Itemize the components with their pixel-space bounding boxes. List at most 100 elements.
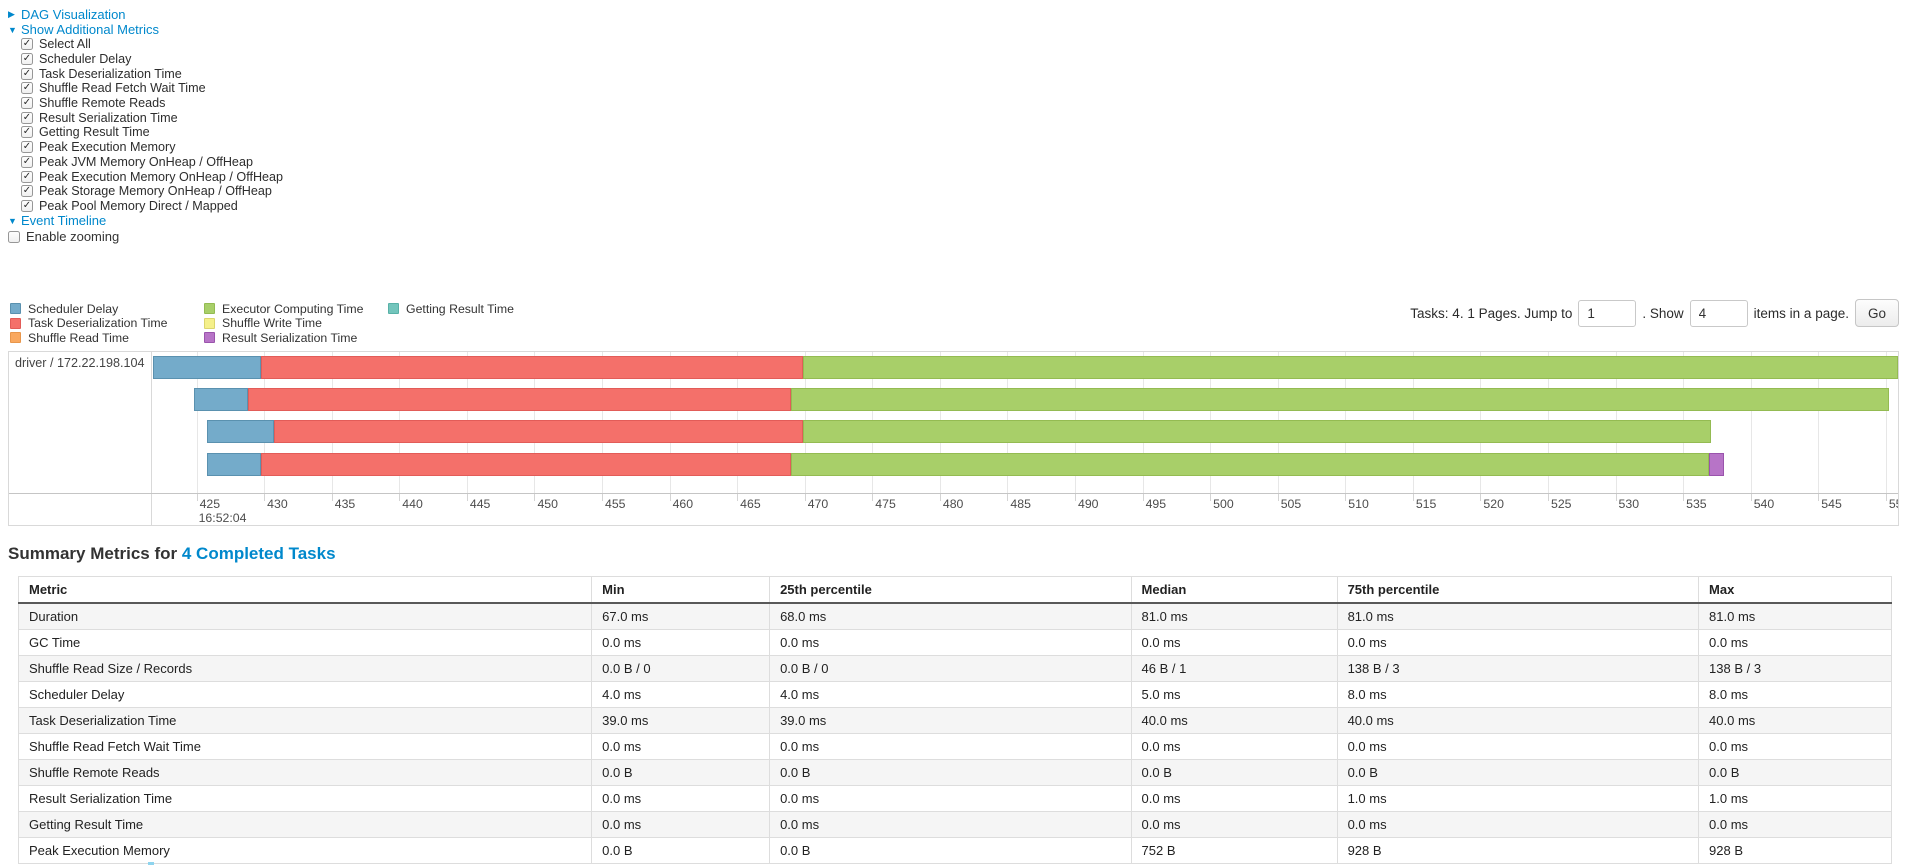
show-additional-metrics-toggle[interactable]: ▼ Show Additional Metrics (8, 22, 1899, 37)
timeline-group-label: driver / 172.22.198.104 (9, 352, 152, 494)
metric-option[interactable]: ✓ Getting Result Time (21, 125, 1899, 140)
metric-option-label: Shuffle Read Fetch Wait Time (39, 81, 206, 96)
metric-option[interactable]: ✓ Task Deserialization Time (21, 66, 1899, 81)
metric-checkbox[interactable]: ✓ (21, 111, 33, 124)
metric-value-cell: 0.0 B (591, 759, 771, 787)
metric-value-cell: 40.0 ms (1698, 707, 1892, 735)
timeline-segment-executor-computing[interactable] (803, 355, 1898, 379)
legend-swatch-result-serialization (204, 332, 215, 344)
metric-checkbox[interactable]: ✓ (21, 82, 33, 95)
completed-tasks-link[interactable]: 4 Completed Tasks (181, 544, 336, 564)
dag-visualization-label: DAG Visualization (21, 7, 126, 22)
metric-value-cell: 8.0 ms (1336, 681, 1700, 709)
timeline-segment-scheduler-delay[interactable] (153, 355, 262, 379)
axis-tick (872, 494, 874, 502)
show-count-input[interactable] (1689, 299, 1748, 327)
axis-tick (1277, 494, 1279, 502)
legend-swatch-shuffle-write (204, 317, 215, 329)
timeline-segment-scheduler-delay[interactable] (193, 387, 248, 411)
axis-tick (264, 494, 266, 502)
timeline-segment-executor-computing[interactable] (803, 420, 1712, 444)
metric-checkbox[interactable]: ✓ (21, 199, 33, 212)
axis-tick-label: 485 (1010, 497, 1031, 512)
summary-title-text: Summary Metrics for (8, 544, 178, 564)
enable-zooming-checkbox[interactable] (8, 230, 20, 243)
metric-value-cell: 0.0 ms (591, 811, 771, 839)
timeline-segment-task-deserialization[interactable] (261, 452, 792, 476)
table-header-cell: 25th percentile (769, 576, 1132, 605)
metrics-checkbox-list: ✓ Select All ✓ Scheduler Delay ✓ Task Deseria… (8, 37, 1899, 213)
legend-item: Scheduler Delay (8, 301, 202, 316)
metric-checkbox[interactable]: ✓ (21, 155, 33, 168)
metric-option[interactable]: ✓ Shuffle Remote Reads (21, 96, 1899, 111)
metric-name-cell: Shuffle Remote Reads (17, 759, 593, 787)
legend-item: Shuffle Read Time (8, 330, 202, 345)
event-timeline-chart: driver / 172.22.198.104 425 430 435 440 445 4… (8, 351, 1899, 527)
metric-value-cell: 0.0 ms (1130, 733, 1338, 761)
timeline-segment-result-serialization[interactable] (1709, 452, 1725, 476)
timeline-gridline (1750, 352, 1752, 494)
table-header-cell: Metric (17, 576, 593, 605)
metric-option[interactable]: ✓ Result Serialization Time (21, 110, 1899, 125)
metric-checkbox[interactable]: ✓ (21, 170, 33, 183)
metric-value-cell: 1.0 ms (1698, 785, 1892, 813)
timeline-segment-task-deserialization[interactable] (274, 420, 804, 444)
enable-zooming-row[interactable]: Enable zooming (8, 229, 1899, 244)
metric-value-cell: 0.0 B / 0 (591, 655, 771, 683)
axis-tick (1885, 494, 1887, 502)
go-button[interactable]: Go (1854, 299, 1899, 328)
metric-name-cell: Task Deserialization Time (17, 707, 593, 735)
legend-label: Shuffle Read Time (28, 330, 129, 345)
legend-label: Task Deserialization Time (28, 316, 168, 331)
legend-swatch-scheduler-delay (10, 303, 21, 315)
metric-name-cell: Shuffle Read Fetch Wait Time (17, 733, 593, 761)
axis-tick (1345, 494, 1347, 502)
metric-checkbox[interactable]: ✓ (21, 97, 33, 110)
event-timeline-label: Event Timeline (21, 213, 107, 229)
metric-option[interactable]: ✓ Select All (21, 37, 1899, 52)
metric-checkbox[interactable]: ✓ (21, 38, 33, 51)
metric-option[interactable]: ✓ Peak Storage Memory OnHeap / OffHeap (21, 184, 1899, 199)
show-additional-metrics-label: Show Additional Metrics (21, 22, 160, 37)
table-header-cell: 75th percentile (1336, 576, 1700, 605)
axis-tick (1818, 494, 1820, 502)
dag-visualization-toggle[interactable]: ▶ DAG Visualization (8, 7, 1899, 22)
metric-value-cell: 0.0 ms (1336, 629, 1700, 657)
metric-value-cell: 4.0 ms (591, 681, 771, 709)
metric-checkbox[interactable]: ✓ (21, 126, 33, 139)
timeline-segment-scheduler-delay[interactable] (207, 452, 262, 476)
metric-value-cell: 0.0 ms (769, 811, 1132, 839)
axis-tick (1547, 494, 1549, 502)
metric-option[interactable]: ✓ Peak Pool Memory Direct / Mapped (21, 199, 1899, 214)
legend-label: Shuffle Write Time (222, 316, 323, 331)
metric-checkbox[interactable]: ✓ (21, 141, 33, 154)
metric-checkbox[interactable]: ✓ (21, 67, 33, 80)
axis-tick (1615, 494, 1617, 502)
metric-option[interactable]: ✓ Shuffle Read Fetch Wait Time (21, 81, 1899, 96)
event-timeline-toggle[interactable]: ▼ Event Timeline (8, 213, 1899, 228)
metric-option[interactable]: ✓ Scheduler Delay (21, 52, 1899, 67)
metric-value-cell: 40.0 ms (1336, 707, 1700, 735)
metric-value-cell: 138 B / 3 (1698, 655, 1892, 683)
timeline-segment-executor-computing[interactable] (791, 452, 1710, 476)
legend-label: Executor Computing Time (222, 301, 364, 316)
axis-tick-label: 425 (199, 497, 221, 512)
metric-value-cell: 46 B / 1 (1130, 655, 1338, 683)
metric-value-cell: 0.0 B (591, 837, 771, 865)
jump-to-input[interactable] (1578, 299, 1637, 327)
axis-tick-label: 470 (807, 497, 829, 512)
legend-item: Result Serialization Time (202, 330, 386, 345)
axis-tick (1750, 494, 1752, 502)
metric-option-label: Peak Execution Memory OnHeap / OffHeap (39, 169, 284, 184)
metric-option[interactable]: ✓ Peak Execution Memory OnHeap / OffHeap (21, 169, 1899, 184)
metric-value-cell: 0.0 ms (769, 629, 1132, 657)
metric-checkbox[interactable]: ✓ (21, 185, 33, 198)
timeline-segment-task-deserialization[interactable] (261, 355, 804, 379)
metric-option[interactable]: ✓ Peak JVM Memory OnHeap / OffHeap (21, 155, 1899, 170)
axis-tick (1007, 494, 1009, 502)
timeline-segment-scheduler-delay[interactable] (207, 420, 275, 444)
metric-checkbox[interactable]: ✓ (21, 53, 33, 66)
timeline-segment-executor-computing[interactable] (791, 387, 1889, 411)
timeline-segment-task-deserialization[interactable] (247, 387, 792, 411)
metric-option[interactable]: ✓ Peak Execution Memory (21, 140, 1899, 155)
